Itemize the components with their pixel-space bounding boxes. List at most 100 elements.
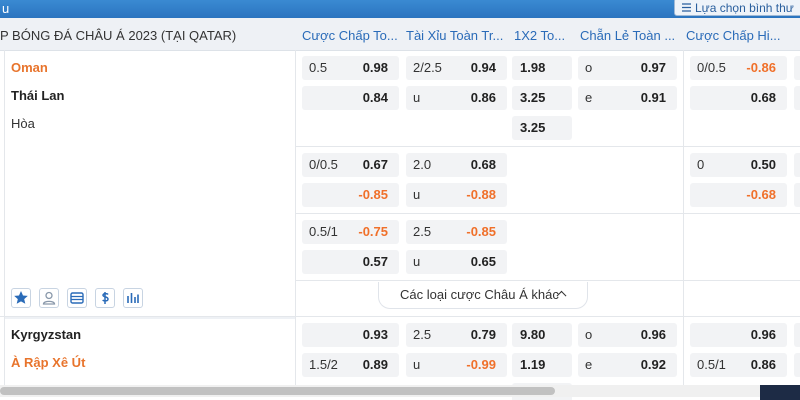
odds-cell-partial[interactable]	[794, 323, 800, 347]
odds[interactable]: 1.19	[520, 357, 546, 372]
handicap-line: e	[585, 90, 593, 105]
odds-cell-partial[interactable]	[794, 353, 800, 377]
odds-cell[interactable]	[302, 183, 399, 207]
odds[interactable]: 9.80	[520, 327, 546, 342]
odds[interactable]: 0.91	[640, 90, 666, 105]
column-header[interactable]: Cược Chấp Hi...	[686, 28, 781, 43]
column-header[interactable]: 1X2 To...	[514, 28, 566, 43]
odds[interactable]: 0.89	[362, 357, 388, 372]
odds[interactable]: 3.25	[520, 120, 546, 135]
handicap-line: u	[413, 187, 421, 202]
odds[interactable]: 0.67	[362, 157, 388, 172]
odds-cell[interactable]	[578, 353, 677, 377]
odds[interactable]: 0.57	[362, 254, 388, 269]
handicap-line: 0	[697, 157, 705, 172]
odds-cell[interactable]	[690, 86, 787, 110]
action-icon[interactable]	[95, 288, 115, 308]
action-icon[interactable]	[123, 288, 143, 308]
separator	[295, 50, 296, 385]
odds[interactable]: -0.85	[466, 224, 496, 239]
odds-cell[interactable]	[512, 353, 572, 377]
odds[interactable]: 0.68	[470, 157, 496, 172]
odds-cell[interactable]	[512, 323, 572, 347]
odds-cell-partial[interactable]	[794, 86, 800, 110]
team-name: Oman	[11, 60, 48, 75]
odds[interactable]: 0.96	[640, 327, 666, 342]
separator	[4, 50, 5, 385]
odds[interactable]: -0.75	[358, 224, 388, 239]
row-separator	[295, 213, 800, 214]
odds[interactable]: 0.96	[750, 327, 776, 342]
odds-cell-partial[interactable]	[794, 183, 800, 207]
odds-cell[interactable]	[302, 56, 399, 80]
odds[interactable]: 0.97	[640, 60, 666, 75]
scrollbar-thumb[interactable]	[0, 387, 555, 395]
odds[interactable]: -0.68	[746, 187, 776, 202]
odds-cell[interactable]	[690, 56, 787, 80]
odds-cell-partial[interactable]	[794, 56, 800, 80]
odds-cell[interactable]	[302, 353, 399, 377]
odds[interactable]: 0.93	[362, 327, 388, 342]
odds-cell[interactable]	[406, 220, 507, 244]
odds-cell[interactable]	[578, 86, 677, 110]
handicap-line: e	[585, 357, 593, 372]
odds-cell[interactable]	[406, 250, 507, 274]
row-separator	[295, 280, 800, 281]
odds[interactable]: 0.94	[470, 60, 496, 75]
odds-cell[interactable]	[690, 153, 787, 177]
odds[interactable]: 0.65	[470, 254, 496, 269]
odds[interactable]: -0.85	[358, 187, 388, 202]
odds-cell[interactable]	[690, 353, 787, 377]
odds[interactable]: 0.50	[750, 157, 776, 172]
odds[interactable]: -0.88	[466, 187, 496, 202]
column-header[interactable]: Tài Xỉu Toàn Tr...	[406, 28, 504, 43]
odds[interactable]: 0.86	[470, 90, 496, 105]
odds-cell[interactable]	[406, 323, 507, 347]
odds-cell[interactable]	[512, 56, 572, 80]
odds-cell[interactable]	[690, 323, 787, 347]
view-select-button[interactable]: Lựa chọn bình thư	[674, 0, 800, 16]
odds[interactable]: 1.98	[520, 60, 546, 75]
action-icon[interactable]	[11, 288, 31, 308]
odds-cell[interactable]	[406, 56, 507, 80]
button-label: Lựa chọn bình thư	[695, 1, 794, 15]
more-bets-button[interactable]	[378, 282, 588, 309]
odds-cell[interactable]	[406, 153, 507, 177]
more-bets-label[interactable]: Các loại cược Châu Á khác	[400, 287, 559, 302]
odds-cell[interactable]	[302, 153, 399, 177]
odds[interactable]: -0.99	[466, 357, 496, 372]
odds[interactable]: 0.79	[470, 327, 496, 342]
odds-cell[interactable]	[512, 116, 572, 140]
odds-cell[interactable]	[302, 250, 399, 274]
odds-cell[interactable]	[406, 183, 507, 207]
odds-cell[interactable]	[690, 183, 787, 207]
handicap-line: 2.0	[413, 157, 432, 172]
odds[interactable]: 0.92	[640, 357, 666, 372]
odds[interactable]: 0.86	[750, 357, 776, 372]
menu-text[interactable]: u	[2, 1, 10, 16]
odds[interactable]: 0.68	[750, 90, 776, 105]
handicap-line: o	[585, 327, 593, 342]
handicap-line: u	[413, 357, 421, 372]
odds-cell[interactable]	[578, 56, 677, 80]
column-header[interactable]: Chẵn Lẻ Toàn ...	[580, 28, 676, 43]
row-separator	[0, 316, 800, 317]
odds-cell[interactable]	[302, 220, 399, 244]
odds-cell[interactable]	[302, 323, 399, 347]
odds-cell[interactable]	[302, 86, 399, 110]
odds-cell[interactable]	[512, 86, 572, 110]
odds[interactable]: 0.98	[362, 60, 388, 75]
filter-icon	[682, 3, 691, 12]
odds[interactable]: -0.86	[746, 60, 776, 75]
odds-cell[interactable]	[406, 86, 507, 110]
column-header[interactable]: Cược Chấp To...	[302, 28, 398, 43]
odds-cell[interactable]	[406, 353, 507, 377]
action-icon[interactable]	[39, 288, 59, 308]
odds[interactable]: 3.25	[520, 90, 546, 105]
action-icon[interactable]	[67, 288, 87, 308]
icon-glyph	[102, 292, 109, 304]
odds[interactable]: 0.84	[362, 90, 388, 105]
odds-cell[interactable]	[578, 323, 677, 347]
odds-cell-partial[interactable]	[794, 153, 800, 177]
handicap-line: o	[585, 60, 593, 75]
